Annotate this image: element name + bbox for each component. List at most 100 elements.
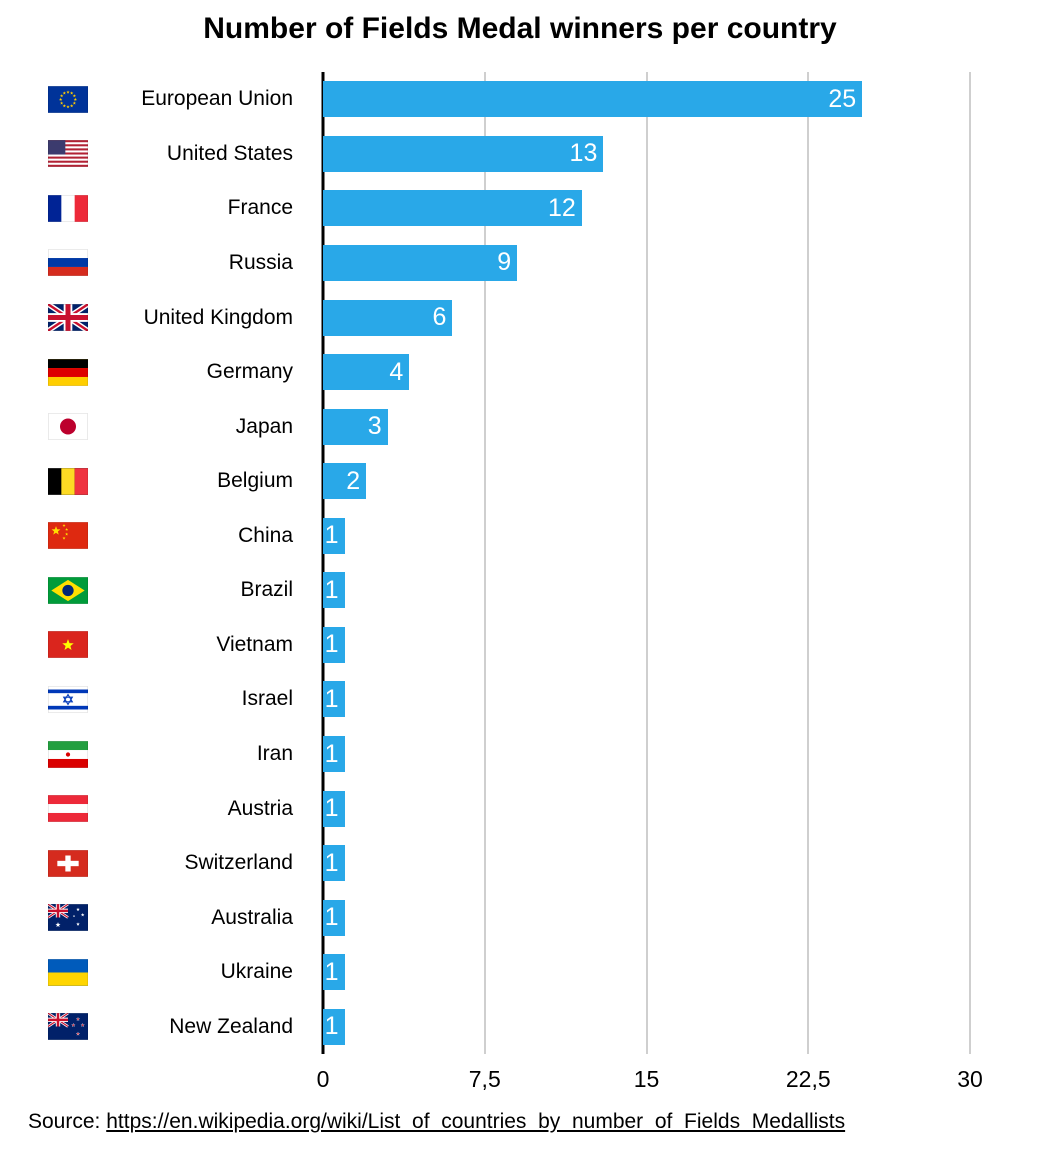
bar-value-label: 1: [324, 521, 339, 550]
row-label-cell: China: [0, 522, 323, 550]
gridline: [969, 72, 971, 1054]
country-label: Ukraine: [220, 960, 293, 984]
bar-value-label: 1: [324, 794, 339, 823]
bar-value-label: 4: [389, 357, 404, 386]
bar-value-label: 2: [346, 466, 361, 495]
y-axis-line: [321, 72, 325, 1054]
chart-row: France 12: [0, 181, 1040, 236]
country-label: France: [227, 196, 293, 220]
plot-cell: 9: [323, 236, 970, 291]
bar: 2: [323, 463, 367, 500]
bar-value-label: 3: [367, 412, 382, 441]
bar: 1: [323, 954, 345, 991]
row-label-cell: Israel: [0, 686, 323, 713]
flag-eu-icon: [48, 85, 88, 113]
row-label-cell: Australia: [0, 904, 323, 932]
bar-value-label: 1: [324, 957, 339, 986]
bar-value-label: 1: [324, 684, 339, 713]
country-label: Austria: [227, 796, 293, 820]
flag-gb-icon: [48, 304, 88, 332]
plot-cell: 1: [323, 672, 970, 727]
chart-row: Japan 3: [0, 399, 1040, 454]
country-label: Switzerland: [184, 851, 293, 875]
bar: 1: [323, 899, 345, 936]
country-label: European Union: [141, 87, 293, 111]
chart-row: Belgium 2: [0, 454, 1040, 509]
flag-ru-icon: [48, 249, 88, 277]
flag-fr-icon: [48, 195, 88, 222]
plot-cell: 13: [323, 127, 970, 182]
plot-cell: 1: [323, 727, 970, 782]
bar: 1: [323, 626, 345, 663]
row-label-cell: Belgium: [0, 467, 323, 495]
flag-au-icon: [48, 904, 88, 932]
chart-row: Switzerland 1: [0, 836, 1040, 891]
bar: 12: [323, 190, 582, 227]
chart-row: Australia 1: [0, 890, 1040, 945]
row-label-cell: Japan: [0, 413, 323, 440]
bar-value-label: 12: [547, 193, 576, 222]
flag-us-icon: [48, 140, 88, 168]
flag-ir-icon: [48, 740, 88, 768]
chart-title: Number of Fields Medal winners per count…: [203, 12, 837, 45]
bar-value-label: 1: [324, 630, 339, 659]
row-label-cell: France: [0, 195, 323, 222]
flag-cn-icon: [48, 522, 88, 550]
bar-value-label: 1: [324, 1012, 339, 1041]
bar-chart: European Union 25 United States 13 France 12 R…: [0, 72, 1040, 1054]
chart-row: China 1: [0, 509, 1040, 564]
bar: 1: [323, 790, 345, 827]
plot-cell: 1: [323, 945, 970, 1000]
country-label: United Kingdom: [143, 305, 293, 329]
plot-cell: 6: [323, 290, 970, 345]
country-label: Israel: [241, 687, 293, 711]
plot-cell: 2: [323, 454, 970, 509]
country-label: New Zealand: [169, 1014, 293, 1038]
row-label-cell: Austria: [0, 795, 323, 822]
flag-jp-icon: [48, 413, 88, 440]
chart-rows: European Union 25 United States 13 France 12 R…: [0, 72, 1040, 1054]
flag-vn-icon: [48, 631, 88, 659]
plot-cell: 1: [323, 836, 970, 891]
x-tick-label: 22,5: [785, 1066, 831, 1092]
country-label: Russia: [228, 250, 293, 274]
row-label-cell: United States: [0, 140, 323, 168]
country-label: Vietnam: [216, 632, 293, 656]
plot-cell: 12: [323, 181, 970, 236]
plot-cell: 1: [323, 509, 970, 564]
plot-cell: 3: [323, 399, 970, 454]
x-tick-label: 15: [633, 1066, 660, 1092]
row-label-cell: European Union: [0, 85, 323, 113]
x-tick-label: 0: [316, 1066, 330, 1092]
chart-row: United States 13: [0, 127, 1040, 182]
row-label-cell: Iran: [0, 740, 323, 768]
flag-be-icon: [48, 467, 88, 495]
plot-cell: 25: [323, 72, 970, 127]
x-tick-label: 30: [957, 1066, 983, 1092]
gridline: [483, 72, 486, 1054]
country-label: Japan: [235, 414, 293, 438]
plot-cell: 4: [323, 345, 970, 400]
row-label-cell: Germany: [0, 358, 323, 386]
source-line: Source: https://en.wikipedia.org/wiki/Li…: [0, 1110, 1040, 1134]
row-label-cell: Ukraine: [0, 958, 323, 986]
source-link[interactable]: https://en.wikipedia.org/wiki/List_of_co…: [106, 1110, 846, 1133]
bar-value-label: 1: [324, 575, 339, 604]
bar-value-label: 1: [324, 848, 339, 877]
country-label: Australia: [211, 905, 293, 929]
bar-value-label: 1: [324, 739, 339, 768]
bar: 1: [323, 845, 345, 882]
chart-row: United Kingdom 6: [0, 290, 1040, 345]
bar: 1: [323, 572, 345, 609]
country-label: China: [238, 523, 293, 547]
row-label-cell: United Kingdom: [0, 304, 323, 332]
bar: 1: [323, 1008, 345, 1045]
chart-row: Vietnam 1: [0, 618, 1040, 673]
country-label: Germany: [206, 360, 293, 384]
flag-nz-icon: [48, 1013, 88, 1041]
source-prefix: Source:: [28, 1110, 107, 1133]
bar: 4: [323, 354, 410, 391]
country-label: Iran: [256, 742, 293, 766]
chart-row: Germany 4: [0, 345, 1040, 400]
row-label-cell: Brazil: [0, 577, 323, 604]
